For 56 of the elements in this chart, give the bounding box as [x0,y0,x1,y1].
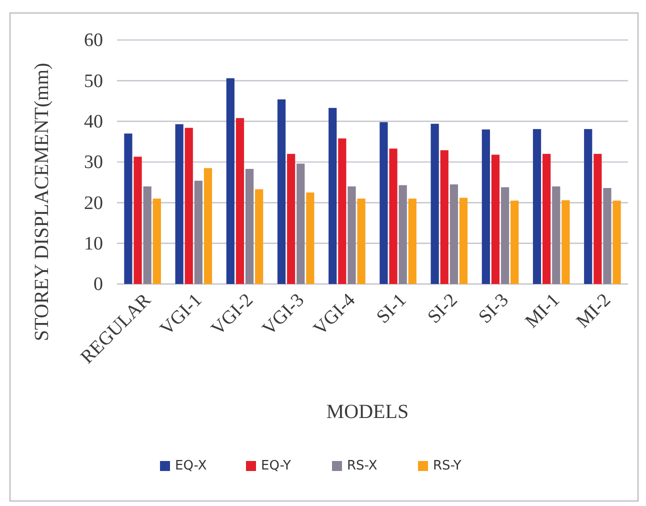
y-tick-label: 10 [84,233,103,254]
bar [510,200,519,284]
bar [296,164,305,284]
x-tick-label: SI-3 [474,290,513,328]
x-tick-label: SI-2 [424,290,462,328]
y-tick-label: 20 [84,192,103,214]
bar [408,198,416,284]
bar [134,156,142,284]
bar [236,118,244,284]
bar [357,198,366,284]
bar [175,124,184,284]
bar [287,154,296,284]
bar [245,168,254,284]
bar [491,154,500,284]
x-axis-title: MODELS [326,401,409,423]
bar [612,200,621,284]
bar [338,138,346,284]
x-tick-label: SI-1 [372,290,411,328]
legend-label: EQ-X [175,458,207,474]
bar [552,186,560,284]
bar [440,150,448,284]
bar [482,129,490,284]
bar [430,124,439,284]
bar [306,192,314,284]
bar [542,154,551,284]
bar [500,187,510,284]
bar [255,189,264,284]
y-tick-label: 0 [94,274,103,296]
bar [226,78,234,284]
bar [450,184,458,284]
y-tick-label: 50 [84,70,103,92]
legend-label: EQ-Y [261,458,291,474]
bar [184,128,193,284]
bar [459,198,468,284]
bar [594,154,602,284]
y-tick-label: 40 [84,111,103,132]
bar [389,148,398,284]
bar [124,134,132,284]
y-tick-label: 30 [84,152,103,174]
y-tick-label: 60 [84,30,103,52]
bar [562,200,570,284]
bar [532,129,542,284]
bar [603,188,612,284]
legend-label: RS-Y [433,458,462,474]
bar [152,198,161,284]
bar [204,168,212,284]
bar [277,99,286,284]
legend-label: RS-X [347,458,378,474]
bar [380,122,388,284]
bar [143,186,152,284]
bar [328,108,337,284]
bar [194,180,202,284]
bar [584,129,592,284]
bar [348,186,356,284]
bar [398,185,407,284]
y-axis-title: STOREY DISPLACEMENT(mm) [31,62,53,342]
